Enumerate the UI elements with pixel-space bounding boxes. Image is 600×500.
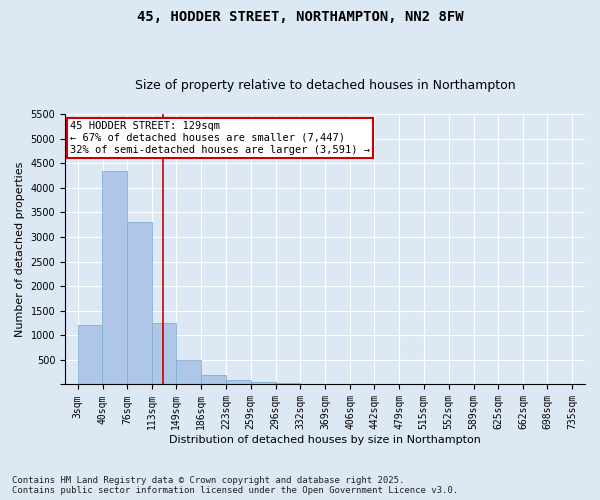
Bar [127,222,152,384]
Bar [226,380,251,384]
Text: 45 HODDER STREET: 129sqm
← 67% of detached houses are smaller (7,447)
32% of sem: 45 HODDER STREET: 129sqm ← 67% of detach… [70,122,370,154]
Bar [77,326,103,384]
Bar [103,170,127,384]
Bar [176,360,201,384]
Title: Size of property relative to detached houses in Northampton: Size of property relative to detached ho… [135,79,515,92]
Y-axis label: Number of detached properties: Number of detached properties [15,162,25,337]
Bar [202,374,226,384]
Text: Contains HM Land Registry data © Crown copyright and database right 2025.
Contai: Contains HM Land Registry data © Crown c… [12,476,458,495]
Text: 45, HODDER STREET, NORTHAMPTON, NN2 8FW: 45, HODDER STREET, NORTHAMPTON, NN2 8FW [137,10,463,24]
X-axis label: Distribution of detached houses by size in Northampton: Distribution of detached houses by size … [169,435,481,445]
Bar [251,382,275,384]
Bar [152,323,176,384]
